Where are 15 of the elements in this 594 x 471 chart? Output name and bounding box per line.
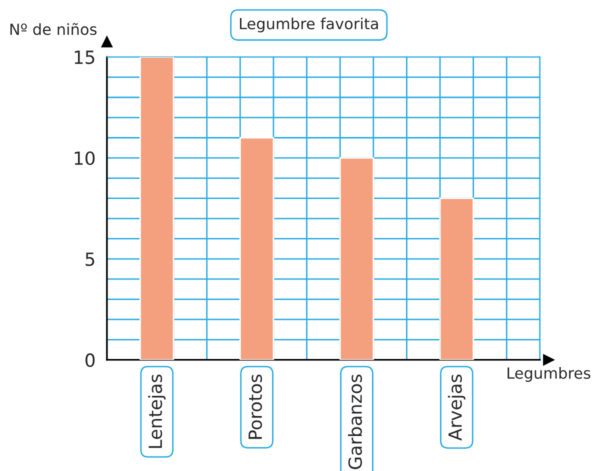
y-tick-label: 0 [86,353,95,367]
bar [239,137,274,360]
x-tick-label: Lentejas [148,374,166,448]
x-tick-label: Arvejas [448,374,466,441]
x-axis-title: Legumbres [508,367,590,382]
chart-title: Legumbre favorita [240,18,378,32]
y-tick-label: 5 [86,252,94,266]
bar [439,198,474,360]
y-tick-label: 15 [74,50,94,64]
x-tick-label: Porotos [248,374,262,439]
y-axis-title: Nº de niños [10,22,97,36]
x-tick-label: Garbanzos [348,374,362,470]
bar [339,157,374,360]
y-tick-label: 10 [74,151,95,166]
bar [140,56,174,360]
